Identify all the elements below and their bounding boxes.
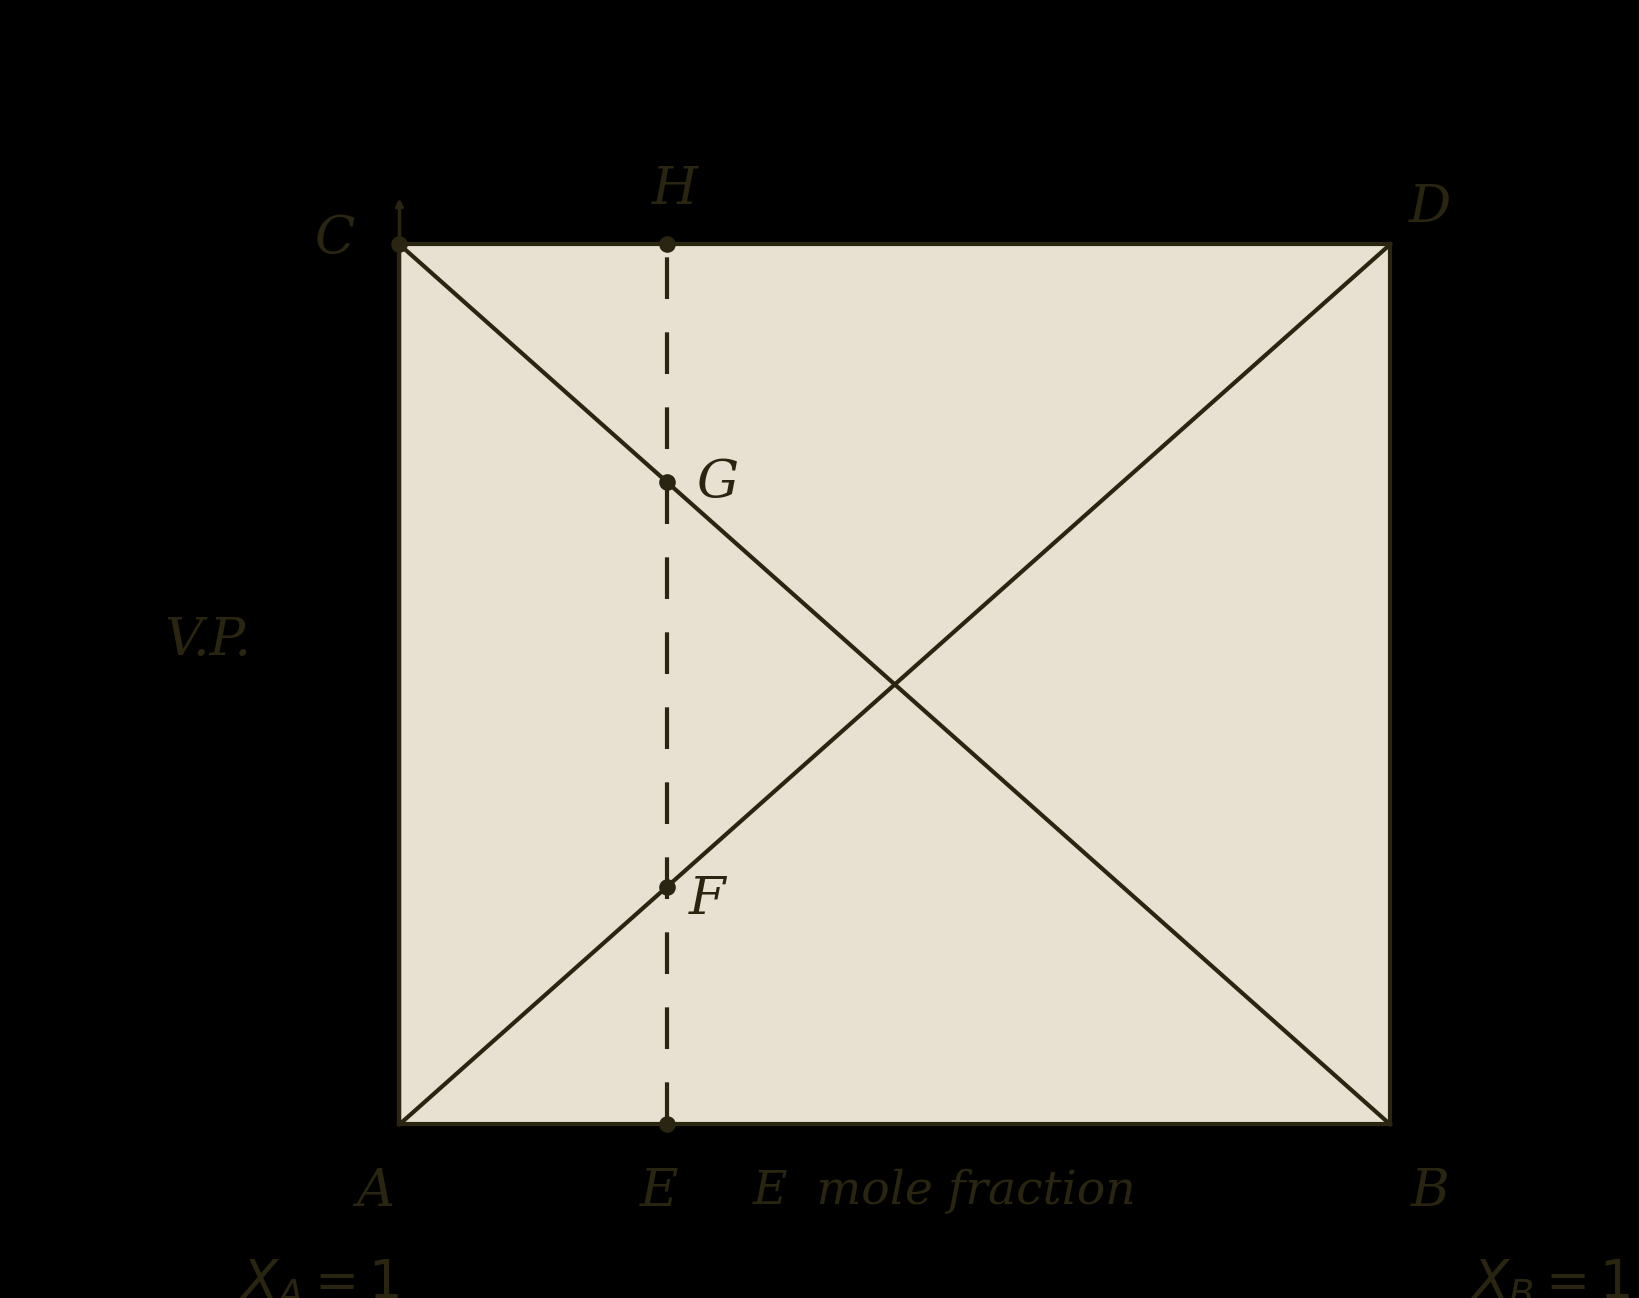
Text: $X_A = 1$: $X_A = 1$	[239, 1258, 400, 1298]
Text: F: F	[688, 874, 724, 924]
Bar	[400, 244, 1390, 1124]
Text: G: G	[697, 457, 739, 508]
Text: E: E	[639, 1166, 679, 1218]
Point	[654, 234, 680, 254]
Point	[654, 876, 680, 897]
Text: D: D	[1408, 182, 1451, 234]
Point	[654, 471, 680, 492]
Text: H: H	[652, 164, 698, 215]
Text: C: C	[315, 213, 356, 263]
Text: V.P.: V.P.	[164, 615, 251, 666]
Text: A: A	[356, 1166, 395, 1218]
Text: $X_B = 1$: $X_B = 1$	[1469, 1258, 1629, 1298]
Point	[654, 1114, 680, 1134]
Point	[387, 234, 413, 254]
Text: E  mole fraction: E mole fraction	[752, 1169, 1136, 1214]
Text: B: B	[1410, 1166, 1449, 1218]
